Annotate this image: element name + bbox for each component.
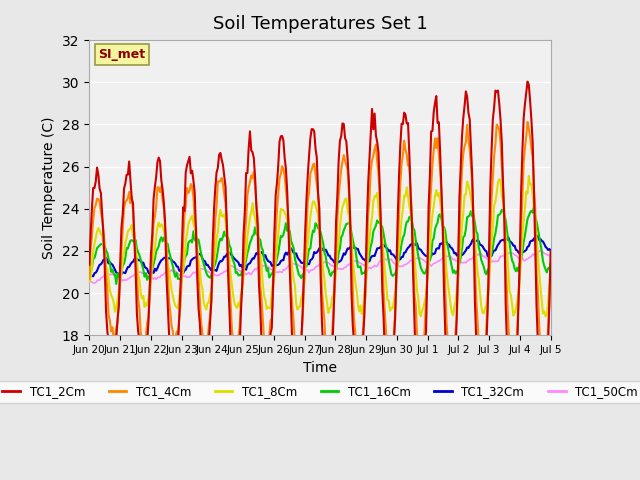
TC1_50Cm [224, 266, 232, 272]
Line: TC1_4Cm: TC1_4Cm [90, 122, 550, 369]
TC1_16Cm [240, 267, 248, 273]
TC1_16Cm [289, 241, 296, 247]
TC1_50Cm [522, 256, 530, 262]
TC1_2Cm [246, 129, 254, 134]
TC1_8Cm [417, 313, 425, 319]
TC1_32Cm [86, 273, 93, 278]
Text: SI_met: SI_met [99, 48, 146, 61]
TC1_4Cm [239, 286, 246, 291]
TC1_32Cm [522, 247, 530, 253]
TC1_50Cm [547, 254, 554, 260]
TC1_4Cm [540, 366, 548, 372]
TC1_32Cm [289, 248, 296, 254]
TC1_32Cm [240, 265, 248, 271]
TC1_8Cm [287, 253, 295, 259]
TC1_8Cm [547, 267, 554, 273]
TC1_50Cm [240, 271, 248, 277]
Line: TC1_16Cm: TC1_16Cm [90, 206, 550, 284]
TC1_16Cm [86, 273, 93, 278]
TC1_2Cm [524, 79, 531, 84]
TC1_2Cm [239, 281, 246, 287]
Line: TC1_8Cm: TC1_8Cm [90, 176, 550, 316]
TC1_32Cm [248, 258, 255, 264]
Title: Soil Temperatures Set 1: Soil Temperatures Set 1 [212, 15, 428, 33]
Line: TC1_50Cm: TC1_50Cm [90, 251, 550, 283]
TC1_4Cm [142, 334, 150, 339]
Line: TC1_32Cm: TC1_32Cm [90, 236, 550, 276]
TC1_4Cm [246, 180, 254, 185]
TC1_50Cm [86, 276, 93, 282]
Legend: TC1_2Cm, TC1_4Cm, TC1_8Cm, TC1_16Cm, TC1_32Cm, TC1_50Cm: TC1_2Cm, TC1_4Cm, TC1_8Cm, TC1_16Cm, TC1… [0, 381, 640, 403]
TC1_2Cm [142, 358, 150, 363]
TC1_16Cm [547, 261, 554, 266]
TC1_8Cm [142, 300, 150, 306]
TC1_2Cm [223, 223, 230, 229]
Y-axis label: Soil Temperature (C): Soil Temperature (C) [42, 117, 56, 259]
TC1_2Cm [539, 410, 547, 416]
TC1_32Cm [143, 266, 151, 272]
TC1_4Cm [521, 145, 529, 151]
TC1_50Cm [536, 248, 544, 253]
TC1_2Cm [547, 248, 554, 254]
TC1_16Cm [248, 237, 255, 242]
TC1_32Cm [90, 274, 97, 279]
TC1_4Cm [223, 218, 230, 224]
TC1_16Cm [530, 204, 538, 209]
TC1_4Cm [287, 285, 295, 291]
TC1_32Cm [534, 233, 541, 239]
TC1_16Cm [143, 277, 151, 283]
TC1_2Cm [86, 262, 93, 267]
TC1_8Cm [525, 173, 532, 179]
TC1_32Cm [224, 250, 232, 256]
TC1_8Cm [223, 234, 230, 240]
TC1_50Cm [143, 273, 151, 278]
TC1_8Cm [86, 279, 93, 285]
TC1_50Cm [248, 272, 255, 277]
TC1_50Cm [289, 261, 296, 266]
X-axis label: Time: Time [303, 360, 337, 374]
TC1_4Cm [524, 119, 531, 125]
TC1_4Cm [86, 276, 93, 282]
TC1_4Cm [547, 268, 554, 274]
TC1_8Cm [246, 215, 254, 220]
TC1_8Cm [239, 285, 246, 290]
TC1_2Cm [287, 308, 295, 313]
TC1_16Cm [522, 224, 530, 230]
TC1_2Cm [521, 101, 529, 107]
Line: TC1_2Cm: TC1_2Cm [90, 82, 550, 413]
TC1_16Cm [113, 281, 120, 287]
TC1_8Cm [522, 189, 530, 194]
TC1_50Cm [91, 280, 99, 286]
TC1_16Cm [224, 235, 232, 241]
TC1_32Cm [547, 248, 554, 253]
